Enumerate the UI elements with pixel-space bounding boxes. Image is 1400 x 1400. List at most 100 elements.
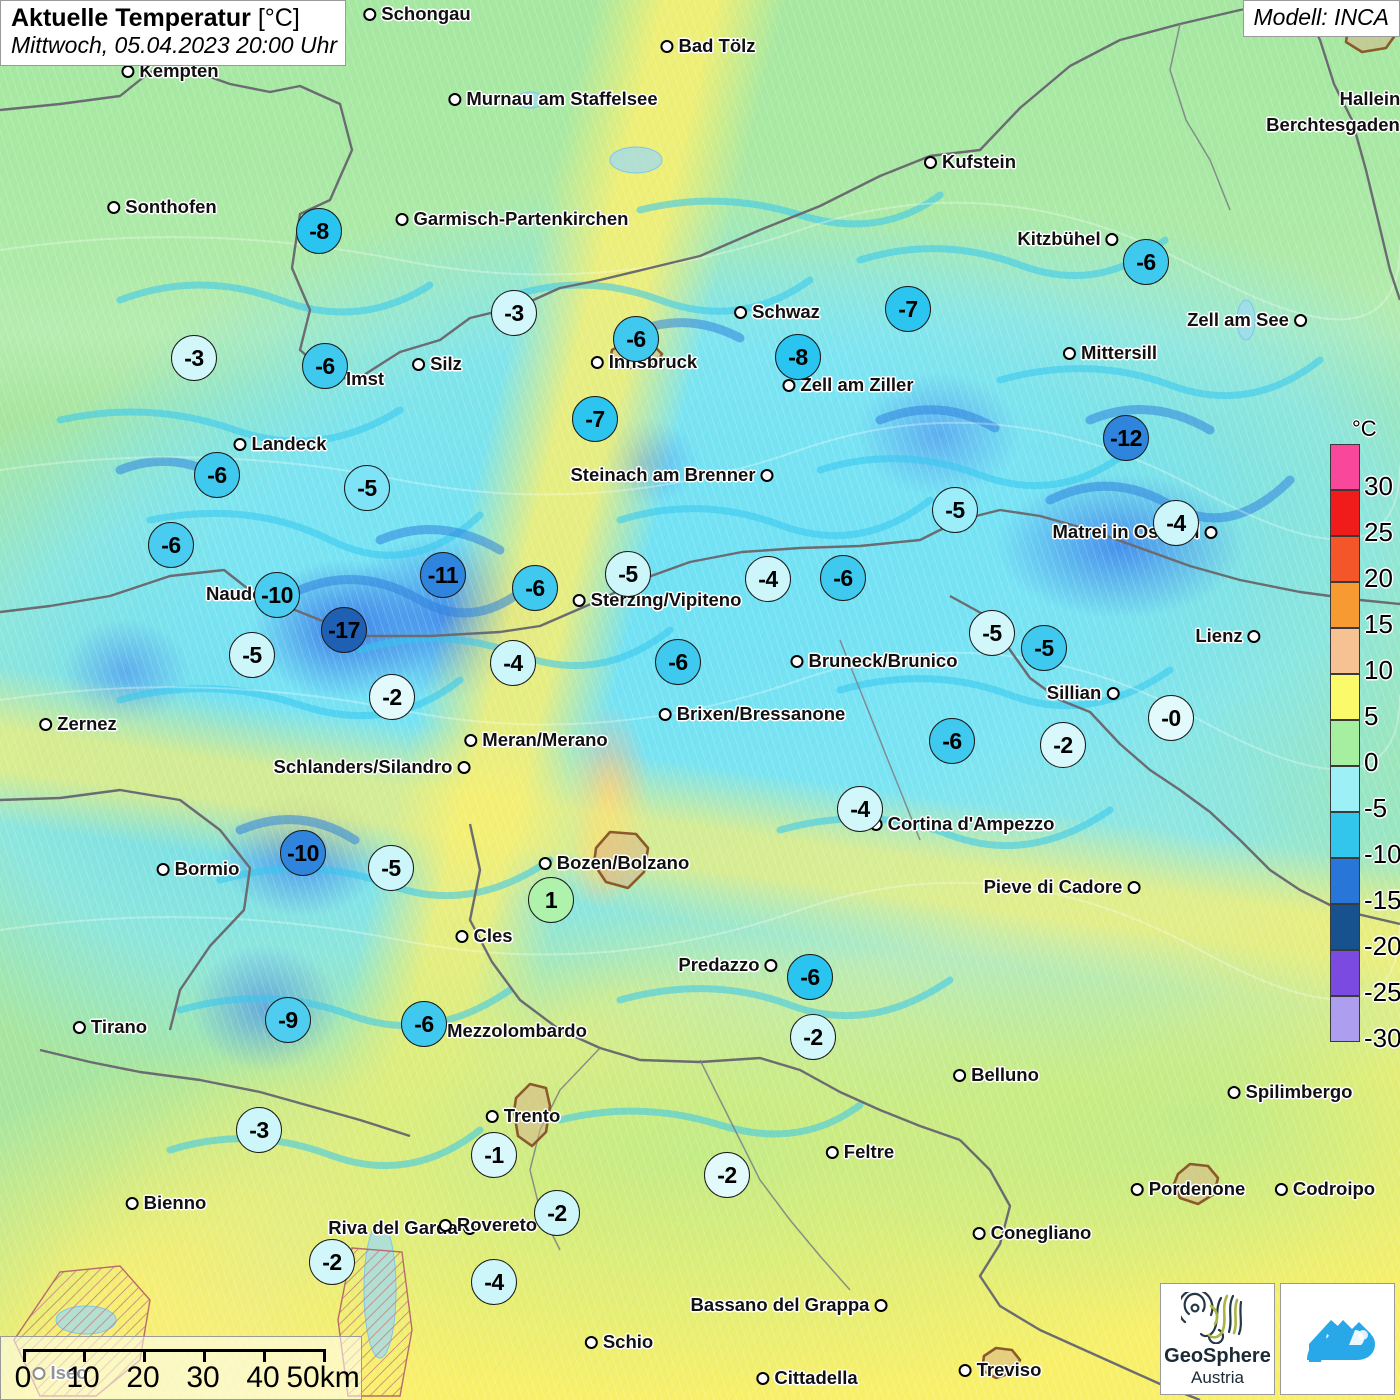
city-marker-icon xyxy=(121,64,135,78)
city-label: Meran/Merano xyxy=(464,729,608,751)
city-name: Schlanders/Silandro xyxy=(273,756,453,777)
city-label: Feltre xyxy=(825,1141,894,1163)
scale-tick xyxy=(23,1349,26,1362)
station-temperature-bubble[interactable]: -17 xyxy=(321,607,367,653)
city-name: Steinach am Brenner xyxy=(570,464,756,485)
weather-app-logo[interactable] xyxy=(1280,1283,1395,1395)
city-name: Bormio xyxy=(174,858,240,879)
city-label: Schlanders/Silandro xyxy=(274,756,471,778)
scale-tick xyxy=(143,1349,146,1362)
colorbar-swatch[interactable] xyxy=(1330,628,1360,674)
station-temperature-bubble[interactable]: -3 xyxy=(171,335,217,381)
station-temperature-bubble[interactable]: -6 xyxy=(512,565,558,611)
colorbar-swatch[interactable] xyxy=(1330,766,1360,812)
colorbar-swatch[interactable] xyxy=(1330,950,1360,996)
city-label: Bozen/Bolzano xyxy=(538,852,690,874)
station-temperature-bubble[interactable]: -2 xyxy=(1040,722,1086,768)
station-temperature-bubble[interactable]: -0 xyxy=(1148,695,1194,741)
station-temperature-bubble[interactable]: -6 xyxy=(820,555,866,601)
station-temperature-bubble[interactable]: -2 xyxy=(704,1152,750,1198)
colorbar-swatch[interactable] xyxy=(1330,720,1360,766)
model-label-panel: Modell: INCA xyxy=(1242,0,1400,37)
colorbar-swatch[interactable] xyxy=(1330,490,1360,536)
geosphere-wordmark: GeoSphere xyxy=(1164,1345,1271,1367)
station-temperature-bubble[interactable]: -7 xyxy=(572,396,618,442)
station-temperature-bubble[interactable]: -5 xyxy=(368,845,414,891)
station-temperature-bubble[interactable]: -3 xyxy=(236,1107,282,1153)
city-marker-icon xyxy=(790,654,804,668)
station-temperature-bubble[interactable]: -4 xyxy=(1153,500,1199,546)
colorbar-tick-label: 5 xyxy=(1364,701,1379,731)
colorbar-tick-label: -30 xyxy=(1364,1023,1400,1053)
station-temperature-bubble[interactable]: -5 xyxy=(344,465,390,511)
city-marker-icon xyxy=(1062,346,1076,360)
station-temperature-bubble[interactable]: -11 xyxy=(420,552,466,598)
temperature-colorbar[interactable]: °C 30 25 20 15 10 5 0 -5 -10 -15 -20 -25 -30 xyxy=(1326,416,1400,1056)
city-marker-icon xyxy=(462,1221,476,1235)
station-temperature-bubble[interactable]: -10 xyxy=(254,572,300,618)
city-marker-icon xyxy=(1247,629,1261,643)
station-temperature-bubble[interactable]: -5 xyxy=(969,610,1015,656)
scale-bar-panel: 0 10 20 30 40 50km xyxy=(0,1336,362,1400)
mountain-cloud-icon xyxy=(1306,1320,1375,1362)
station-temperature-bubble[interactable]: -4 xyxy=(490,640,536,686)
colorbar-tick-label: -25 xyxy=(1364,977,1400,1007)
station-temperature-bubble[interactable]: -10 xyxy=(280,830,326,876)
station-temperature-bubble[interactable]: -4 xyxy=(837,786,883,832)
colorbar-swatch[interactable] xyxy=(1330,996,1360,1042)
station-temperature-bubble[interactable]: -4 xyxy=(745,556,791,602)
city-marker-icon xyxy=(363,7,377,21)
station-temperature-bubble[interactable]: -5 xyxy=(1021,625,1067,671)
city-marker-icon xyxy=(825,1145,839,1159)
colorbar-swatch[interactable] xyxy=(1330,444,1360,490)
city-label: Berchtesgaden xyxy=(1266,114,1400,136)
station-temperature-bubble[interactable]: -6 xyxy=(787,954,833,1000)
station-temperature-bubble[interactable]: -9 xyxy=(265,997,311,1043)
station-temperature-bubble[interactable]: -2 xyxy=(790,1014,836,1060)
city-marker-icon xyxy=(584,1335,598,1349)
station-temperature-bubble[interactable]: 1 xyxy=(528,877,574,923)
station-temperature-bubble[interactable]: -2 xyxy=(309,1239,355,1285)
city-label: Schio xyxy=(584,1331,653,1353)
colorbar-swatch[interactable] xyxy=(1330,536,1360,582)
colorbar-swatch[interactable] xyxy=(1330,812,1360,858)
colorbar-tick-label: 0 xyxy=(1364,747,1379,777)
station-temperature-bubble[interactable]: -7 xyxy=(885,286,931,332)
colorbar-tick-label: 25 xyxy=(1364,517,1393,547)
station-temperature-bubble[interactable]: -5 xyxy=(229,632,275,678)
station-temperature-bubble[interactable]: -8 xyxy=(296,208,342,254)
station-temperature-bubble[interactable]: -5 xyxy=(605,551,651,597)
station-temperature-bubble[interactable]: -6 xyxy=(148,522,194,568)
city-label: Pordenone xyxy=(1130,1178,1245,1200)
colorbar-swatch[interactable] xyxy=(1330,582,1360,628)
station-temperature-bubble[interactable]: -8 xyxy=(775,334,821,380)
scale-tick xyxy=(323,1349,326,1362)
city-marker-icon xyxy=(1293,313,1307,327)
station-temperature-bubble[interactable]: -4 xyxy=(471,1259,517,1305)
colorbar-tick-label: -10 xyxy=(1364,839,1400,869)
station-temperature-bubble[interactable]: -6 xyxy=(929,718,975,764)
station-temperature-bubble[interactable]: -6 xyxy=(401,1001,447,1047)
station-temperature-bubble[interactable]: -1 xyxy=(471,1132,517,1178)
station-temperature-bubble[interactable]: -5 xyxy=(932,487,978,533)
colorbar-swatch[interactable] xyxy=(1330,858,1360,904)
city-name: Bozen/Bolzano xyxy=(556,852,690,873)
station-temperature-bubble[interactable]: -6 xyxy=(1123,239,1169,285)
colorbar-swatch[interactable] xyxy=(1330,904,1360,950)
station-temperature-bubble[interactable]: -6 xyxy=(655,639,701,685)
station-temperature-bubble[interactable]: -12 xyxy=(1103,415,1149,461)
station-temperature-bubble[interactable]: -6 xyxy=(613,316,659,362)
station-temperature-bubble[interactable]: -2 xyxy=(534,1190,580,1236)
scale-tick xyxy=(83,1349,86,1362)
station-temperature-bubble[interactable]: -6 xyxy=(302,343,348,389)
city-name: Meran/Merano xyxy=(482,729,608,750)
station-temperature-bubble[interactable]: -2 xyxy=(369,674,415,720)
station-temperature-bubble[interactable]: -6 xyxy=(194,452,240,498)
city-name: Imst xyxy=(345,368,385,389)
city-marker-icon xyxy=(233,437,247,451)
station-temperature-bubble[interactable]: -3 xyxy=(491,290,537,336)
geosphere-austria-logo[interactable]: GeoSphere Austria xyxy=(1160,1283,1275,1395)
colorbar-swatch[interactable] xyxy=(1330,674,1360,720)
city-label: Rovereto xyxy=(438,1214,537,1236)
